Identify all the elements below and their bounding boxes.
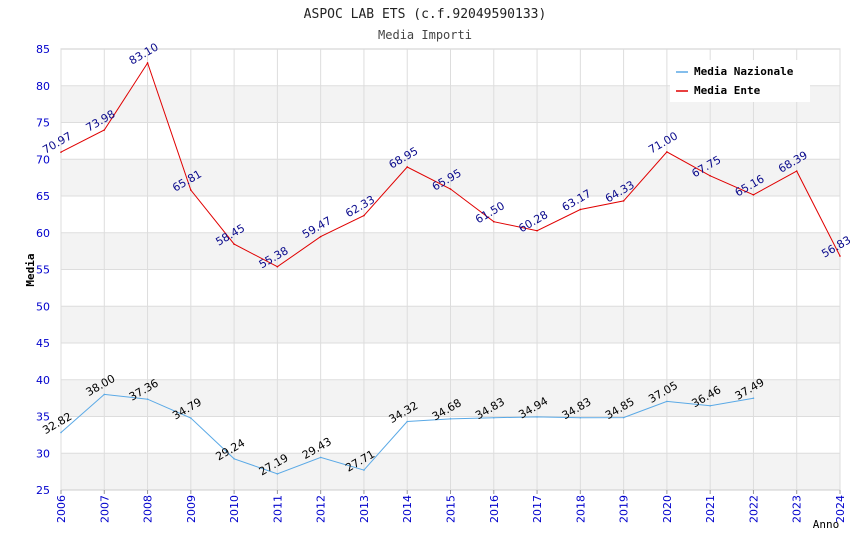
data-point-media-ente [406, 166, 409, 168]
data-point-media-ente [276, 265, 279, 268]
data-point-media-nazionale [622, 416, 625, 419]
y-tick-label: 70 [36, 153, 50, 166]
x-tick-label: 2019 [618, 495, 631, 523]
data-point-media-nazionale [579, 416, 582, 419]
x-tick-label: 2014 [401, 495, 414, 523]
x-tick-label: 2013 [358, 495, 371, 523]
data-point-media-ente [839, 255, 841, 257]
x-tick-label: 2008 [142, 495, 155, 523]
data-point-media-ente [579, 208, 582, 211]
data-point-media-ente [319, 235, 322, 238]
x-tick-label: 2017 [531, 495, 544, 523]
legend-box [670, 60, 810, 102]
data-point-media-nazionale [103, 393, 106, 396]
legend-label-media-nazionale: Media Nazionale [694, 65, 794, 78]
y-tick-label: 40 [36, 374, 50, 387]
data-point-media-nazionale [709, 404, 711, 407]
y-tick-label: 65 [36, 190, 50, 203]
x-tick-label: 2023 [791, 495, 804, 523]
x-tick-label: 2012 [315, 495, 328, 523]
data-point-media-ente [492, 220, 495, 223]
data-point-media-nazionale [752, 397, 755, 399]
x-tick-label: 2021 [704, 495, 717, 523]
x-tick-label: 2018 [574, 495, 587, 523]
x-tick-label: 2006 [55, 495, 68, 523]
data-point-media-ente [190, 189, 192, 191]
y-tick-label: 45 [36, 337, 50, 350]
y-tick-label: 25 [36, 484, 50, 497]
x-tick-label: 2020 [661, 495, 674, 523]
data-point-media-ente [60, 151, 62, 153]
data-point-media-nazionale [666, 400, 668, 403]
data-point-media-nazionale [536, 416, 538, 418]
data-point-media-nazionale [449, 418, 452, 420]
data-point-media-ente [709, 174, 711, 177]
x-tick-label: 2009 [185, 495, 198, 523]
y-axis-label: Media [24, 253, 37, 286]
data-point-media-ente [449, 188, 452, 190]
chart-subtitle: Media Importi [378, 28, 472, 42]
x-tick-label: 2015 [445, 495, 458, 523]
x-tick-label: 2024 [834, 495, 847, 523]
data-point-media-ente [363, 214, 365, 217]
y-tick-label: 75 [36, 117, 50, 130]
x-tick-label: 2011 [271, 495, 284, 523]
data-point-media-ente [666, 151, 668, 153]
data-point-media-ente [146, 62, 149, 64]
legend: Media Nazionale Media Ente [670, 60, 810, 102]
data-point-media-nazionale [492, 416, 495, 419]
data-point-media-nazionale [406, 420, 409, 423]
data-point-media-nazionale [363, 469, 365, 471]
y-tick-label: 50 [36, 300, 50, 313]
data-point-media-nazionale [146, 398, 149, 400]
chart-title: ASPOC LAB ETS (c.f.92049590133) [304, 7, 547, 22]
data-point-media-ente [233, 243, 235, 245]
data-point-media-ente [622, 200, 625, 202]
y-tick-label: 80 [36, 80, 50, 93]
y-tick-label: 85 [36, 43, 50, 56]
x-axis-label: Anno [813, 518, 840, 531]
y-tick-label: 30 [36, 447, 50, 460]
data-point-media-ente [103, 129, 106, 131]
x-tick-label: 2022 [747, 495, 760, 523]
data-point-media-nazionale [190, 417, 192, 419]
y-tick-label: 35 [36, 411, 50, 424]
data-point-media-nazionale [233, 458, 235, 460]
x-tick-label: 2010 [228, 495, 241, 523]
y-tick-label: 55 [36, 264, 50, 277]
data-point-media-nazionale [276, 473, 279, 475]
data-point-media-ente [752, 194, 755, 196]
data-point-media-nazionale [319, 456, 322, 459]
data-point-media-nazionale [60, 431, 62, 434]
data-point-media-ente [795, 170, 798, 172]
x-tick-label: 2016 [488, 495, 501, 523]
y-tick-label: 60 [36, 227, 50, 240]
background-bands [60, 48, 841, 491]
legend-label-media-ente: Media Ente [694, 84, 761, 97]
x-axis: 2006 2007 2008 2009 2010 2011 2012 2013 2014 2015… [55, 490, 847, 523]
x-tick-label: 2007 [98, 495, 111, 523]
data-point-media-ente [536, 229, 538, 232]
y-axis: 25 30 35 40 45 50 55 60 65 70 75 80 85 [36, 43, 50, 497]
